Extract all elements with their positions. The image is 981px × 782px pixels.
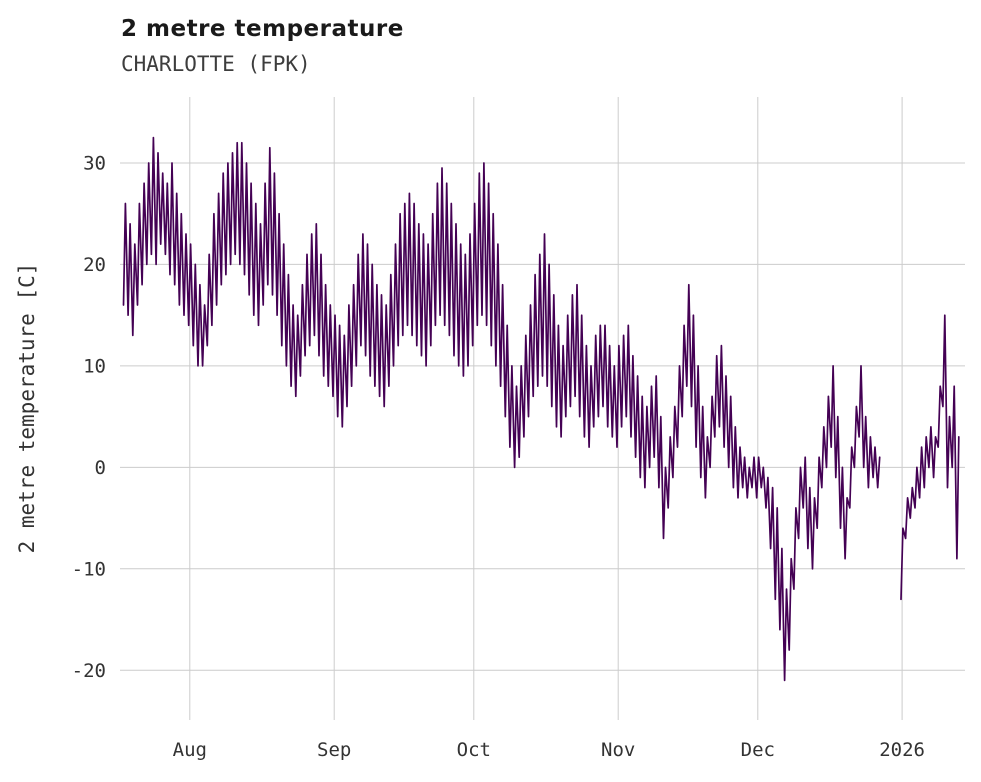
y-tick-label: 20 [83,254,106,276]
x-tick-label: Aug [173,739,207,761]
x-tick-label: Oct [457,739,491,761]
chart-title: 2 metre temperature [121,16,404,42]
y-tick-label: 0 [95,457,106,479]
chart-subtitle: CHARLOTTE (FPK) [121,52,311,76]
x-tick-label: Sep [317,739,351,761]
y-tick-label: -20 [72,660,106,682]
x-tick-label: Dec [741,739,775,761]
y-tick-label: 30 [83,153,106,175]
y-tick-label: 10 [83,355,106,377]
x-tick-label: Nov [601,739,635,761]
x-tick-label: 2026 [879,739,925,761]
temperature-series-line [122,136,960,682]
y-tick-label: -10 [72,558,106,580]
